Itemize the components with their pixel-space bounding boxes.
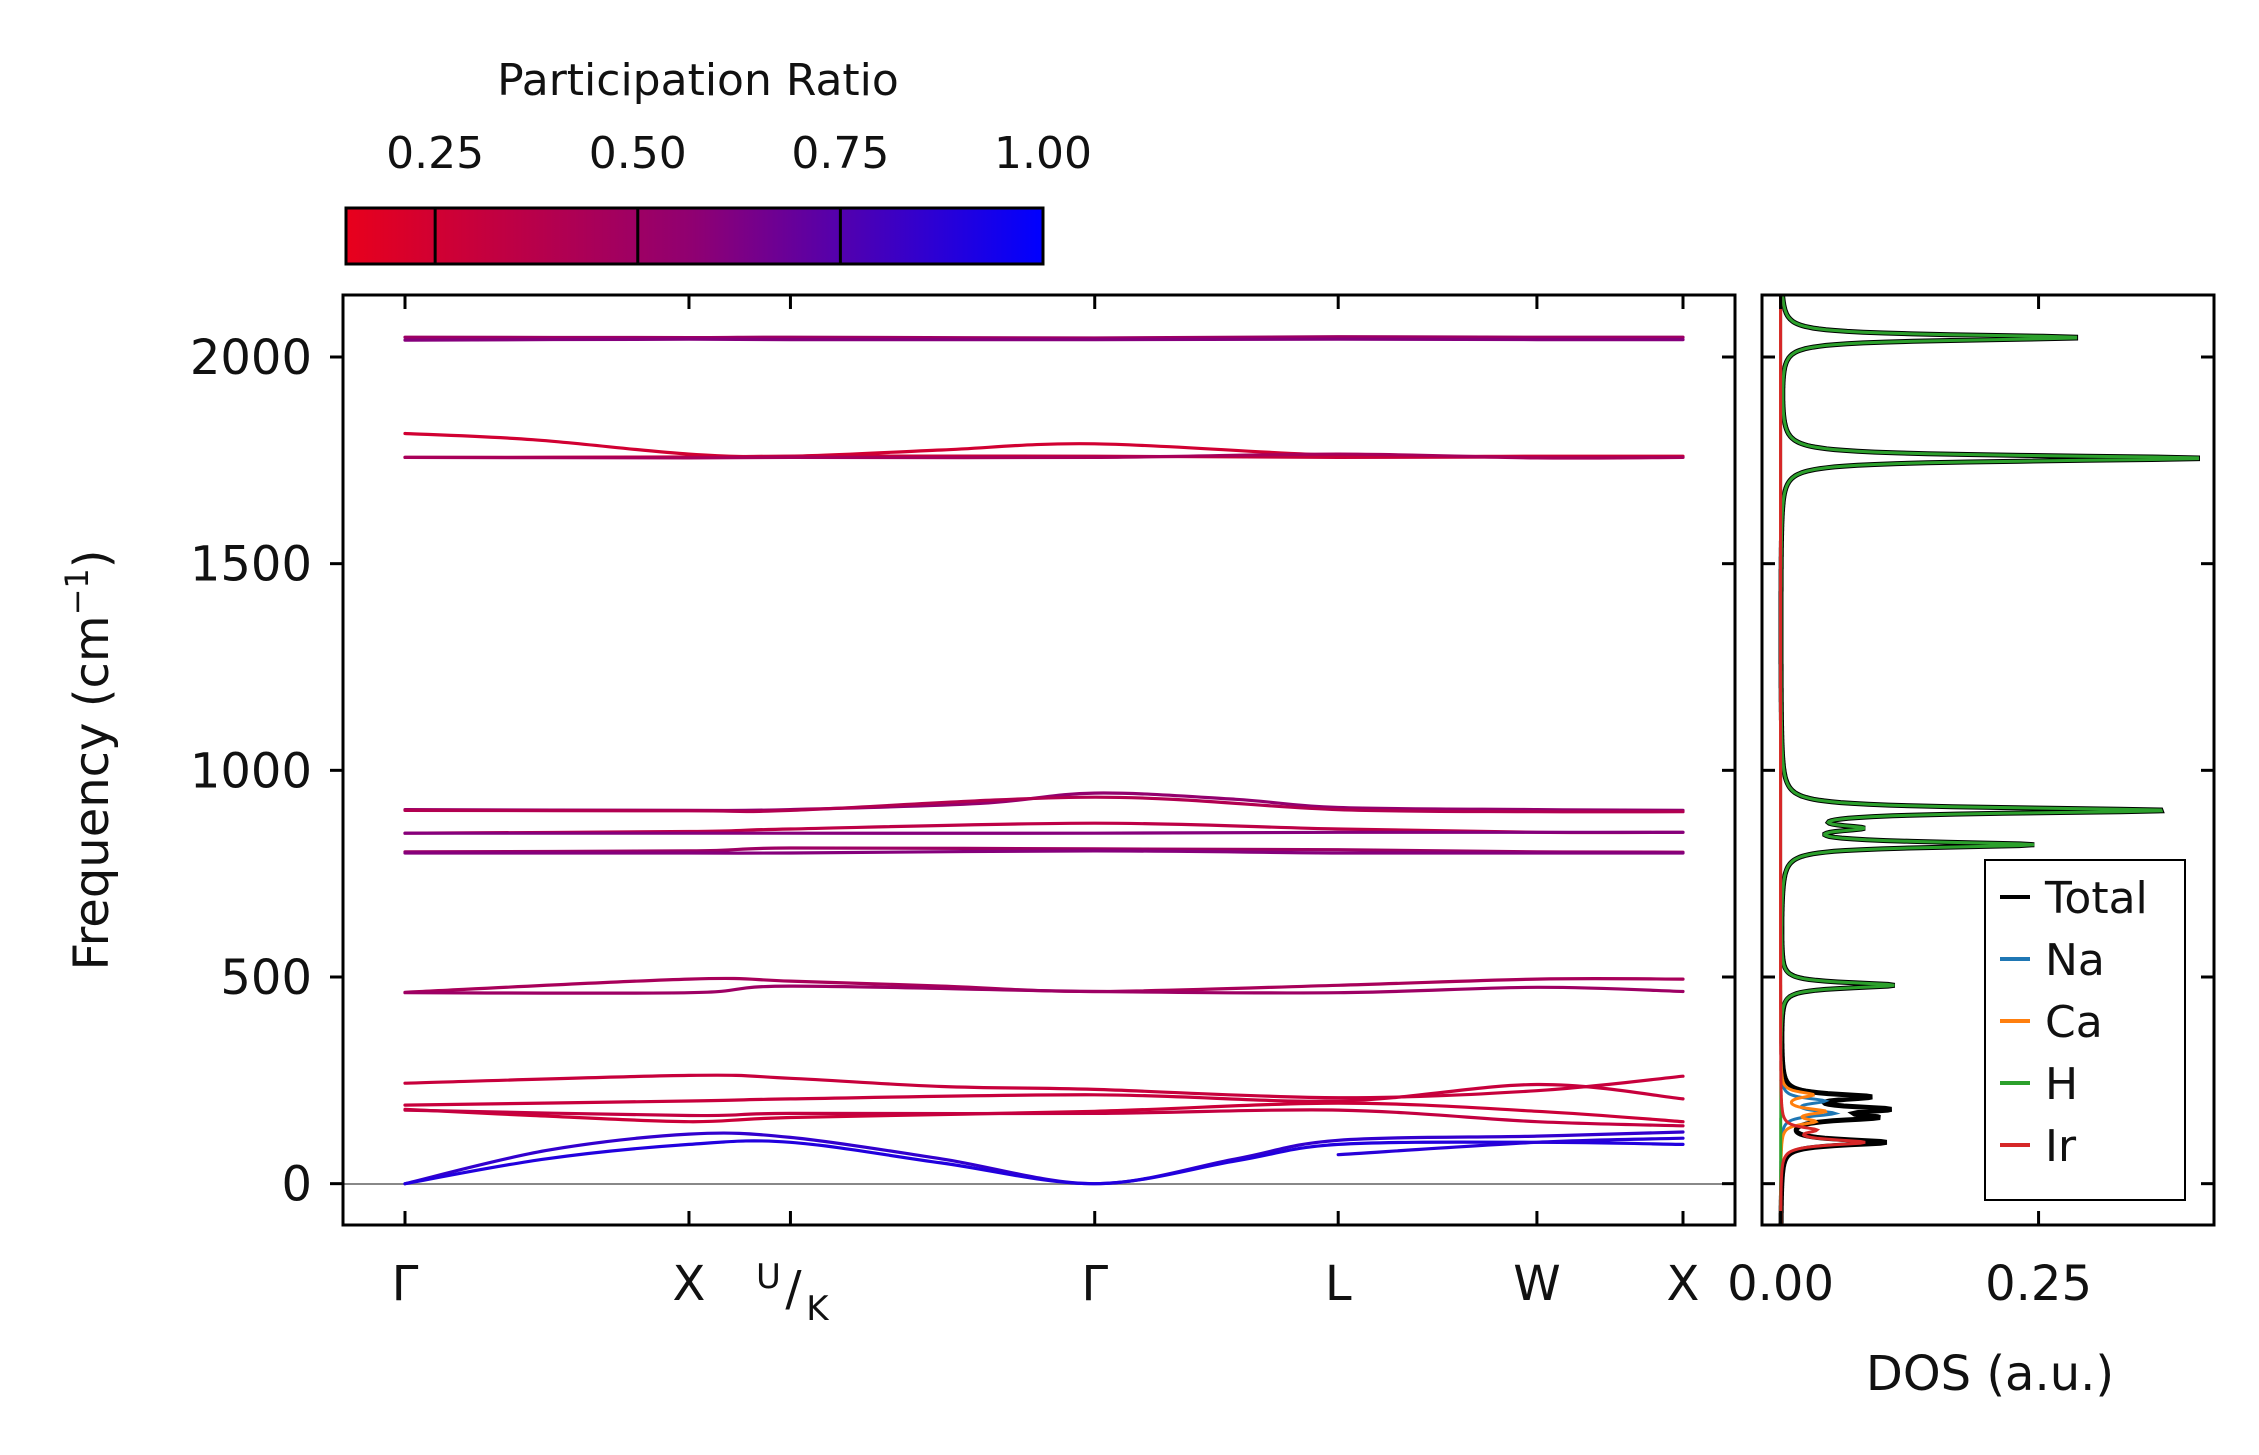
x-tick-label: Γ [392, 1256, 419, 1312]
dos-axes-frame [1760, 293, 2216, 1227]
colorbar-gradient [344, 206, 1045, 266]
band-line [403, 984, 1685, 995]
y-tick-label: 2000 [190, 330, 312, 386]
band-line [403, 1130, 1685, 1186]
band-line [403, 849, 1685, 855]
band-axes-frame [341, 293, 1737, 1227]
dos-ticks: 0.00 0.25 [1727, 295, 2214, 1312]
colorbar-title: Participation Ratio [497, 55, 899, 106]
legend-label: Na [2045, 935, 2105, 986]
x-tick-label: X [1667, 1256, 1700, 1312]
band-line [403, 795, 1685, 814]
y-tick-label: 500 [220, 950, 312, 1006]
dos-legend: Total Na Ca H Ir [1984, 859, 2186, 1201]
band-line [403, 1108, 1685, 1128]
colorbar-tick-label: 1.00 [994, 128, 1092, 179]
band-line [403, 1073, 1685, 1100]
y-tick-label: 1500 [190, 537, 312, 593]
band-line [403, 1139, 1685, 1186]
colorbar-tick-label: 0.75 [791, 128, 889, 179]
y-tick-label: 0 [281, 1157, 312, 1213]
band-line [403, 335, 1685, 340]
band-line [403, 1082, 1685, 1107]
phonon-bands [403, 335, 1685, 1186]
band-y-ticks: 0 500 1000 1500 2000 [190, 330, 1735, 1213]
y-tick-label: 1000 [190, 743, 312, 799]
dos-curve-ir [1779, 295, 1866, 1225]
band-line [403, 791, 1685, 813]
colorbar-ticks: 0.25 0.50 0.75 1.00 [386, 128, 1092, 264]
colorbar-tick-label: 0.25 [386, 128, 484, 179]
legend-label: Ca [2045, 997, 2103, 1048]
x-tick-label: X [673, 1256, 706, 1312]
x-tick-label-slash: / [785, 1261, 802, 1317]
band-line [403, 830, 1685, 835]
legend-label: H [2045, 1059, 2078, 1110]
band-line [403, 452, 1685, 460]
dos-curves [1778, 295, 2200, 1225]
dos-x-tick-label: 0.25 [1985, 1256, 2092, 1312]
dos-panel: 0.00 0.25 DOS (a.u.) Total Na Ca H Ir [1727, 293, 2216, 1402]
x-tick-label: K [806, 1289, 830, 1329]
legend-label: Ir [2045, 1121, 2077, 1172]
colorbar: Participation Ratio 0.25 0.50 0.75 1.00 [344, 55, 1092, 266]
x-tick-label: W [1513, 1256, 1560, 1312]
band-line [403, 431, 1685, 459]
band-line [403, 337, 1685, 342]
band-line [1336, 1136, 1685, 1157]
legend-label: Total [2044, 873, 2148, 924]
dos-x-axis-label: DOS (a.u.) [1866, 1346, 2114, 1402]
band-x-ticks: Γ X U / K Γ L W X [392, 295, 1700, 1329]
x-tick-label: L [1325, 1256, 1352, 1312]
x-tick-label: Γ [1081, 1256, 1108, 1312]
y-axis-label: Frequency (cm−1) [58, 549, 120, 970]
dos-x-tick-label: 0.00 [1727, 1256, 1834, 1312]
band-structure-panel: Γ X U / K Γ L W X 0 500 1000 1500 2000 Frequency (cm… [58, 293, 1737, 1329]
colorbar-tick-label: 0.50 [589, 128, 687, 179]
x-tick-label: U [756, 1257, 781, 1297]
